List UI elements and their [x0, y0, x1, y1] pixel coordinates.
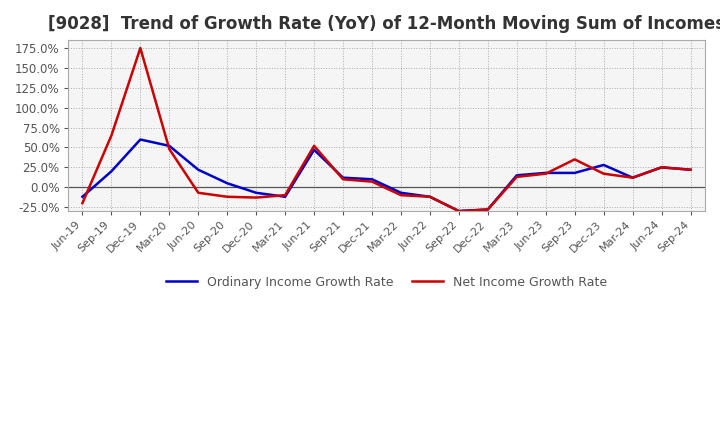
Net Income Growth Rate [252, 195, 261, 200]
Ordinary Income Growth Rate [368, 176, 377, 182]
Net Income Growth Rate [657, 165, 666, 170]
Ordinary Income Growth Rate [454, 209, 463, 214]
Ordinary Income Growth Rate [657, 165, 666, 170]
Net Income Growth Rate [165, 147, 174, 152]
Ordinary Income Growth Rate [194, 167, 202, 172]
Net Income Growth Rate [484, 207, 492, 212]
Net Income Growth Rate [281, 193, 289, 198]
Ordinary Income Growth Rate [78, 194, 86, 199]
Ordinary Income Growth Rate [599, 162, 608, 168]
Net Income Growth Rate [194, 190, 202, 195]
Ordinary Income Growth Rate [570, 170, 579, 176]
Net Income Growth Rate [107, 133, 116, 138]
Net Income Growth Rate [136, 45, 145, 51]
Net Income Growth Rate [426, 194, 434, 199]
Ordinary Income Growth Rate [541, 170, 550, 176]
Ordinary Income Growth Rate [252, 190, 261, 195]
Net Income Growth Rate [541, 171, 550, 176]
Ordinary Income Growth Rate [484, 207, 492, 212]
Ordinary Income Growth Rate [629, 175, 637, 180]
Net Income Growth Rate [599, 171, 608, 176]
Net Income Growth Rate [223, 194, 232, 199]
Title: [9028]  Trend of Growth Rate (YoY) of 12-Month Moving Sum of Incomes: [9028] Trend of Growth Rate (YoY) of 12-… [48, 15, 720, 33]
Ordinary Income Growth Rate [136, 137, 145, 142]
Net Income Growth Rate [397, 193, 405, 198]
Ordinary Income Growth Rate [165, 143, 174, 149]
Net Income Growth Rate [338, 176, 347, 182]
Ordinary Income Growth Rate [397, 190, 405, 195]
Line: Ordinary Income Growth Rate: Ordinary Income Growth Rate [82, 139, 690, 211]
Ordinary Income Growth Rate [310, 147, 318, 153]
Ordinary Income Growth Rate [426, 194, 434, 199]
Ordinary Income Growth Rate [107, 169, 116, 174]
Ordinary Income Growth Rate [338, 175, 347, 180]
Ordinary Income Growth Rate [223, 180, 232, 186]
Line: Net Income Growth Rate: Net Income Growth Rate [82, 48, 690, 211]
Net Income Growth Rate [368, 179, 377, 184]
Net Income Growth Rate [78, 201, 86, 206]
Ordinary Income Growth Rate [513, 172, 521, 178]
Ordinary Income Growth Rate [281, 194, 289, 199]
Ordinary Income Growth Rate [686, 167, 695, 172]
Net Income Growth Rate [310, 143, 318, 149]
Net Income Growth Rate [686, 167, 695, 172]
Net Income Growth Rate [570, 157, 579, 162]
Legend: Ordinary Income Growth Rate, Net Income Growth Rate: Ordinary Income Growth Rate, Net Income … [161, 271, 613, 294]
Net Income Growth Rate [629, 175, 637, 180]
Net Income Growth Rate [513, 174, 521, 180]
Net Income Growth Rate [454, 209, 463, 214]
